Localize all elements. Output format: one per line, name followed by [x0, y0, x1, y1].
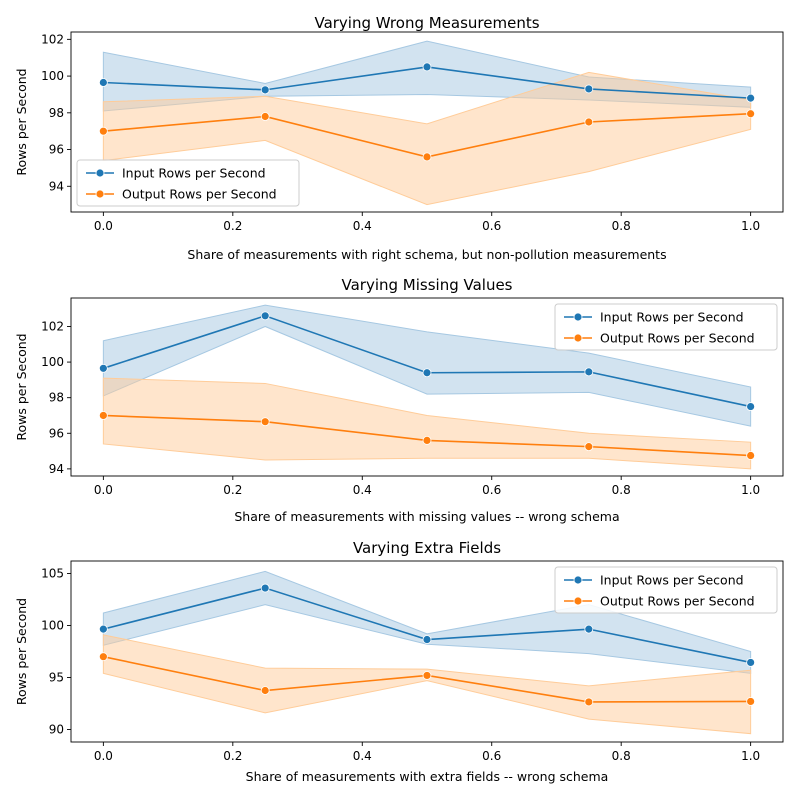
output-data-point	[746, 109, 756, 119]
input-data-point	[584, 367, 594, 377]
input-data-point	[260, 583, 270, 593]
chart-panel-1: 0.0 0.2 0.4 0.6 0.8 1.0 94 96 98 100 102 Varying Wr…	[14, 14, 784, 262]
legend-label: Output Rows per Second	[600, 594, 755, 609]
input-data-point	[422, 635, 432, 644]
legend-box	[554, 566, 778, 614]
x-tick-label: 0.8	[612, 749, 631, 763]
input-data-point	[260, 311, 270, 321]
x-tick-label: 0.4	[353, 749, 372, 763]
x-tick-label: 0.0	[94, 219, 113, 233]
legend-label: Input Rows per Second	[122, 166, 266, 181]
legend-box	[76, 159, 300, 207]
x-tick-label: 0.8	[612, 219, 631, 233]
legend-label: Input Rows per Second	[600, 310, 744, 325]
x-axis-label: Share of measurements with missing value…	[234, 509, 619, 524]
plot-frame	[70, 31, 784, 213]
x-tick-label: 1.0	[741, 483, 760, 497]
output-data-point	[584, 442, 594, 452]
input-data-point	[422, 368, 432, 378]
x-tick-label: 0.4	[353, 483, 372, 497]
output-data-point	[746, 451, 756, 460]
output-data-point	[98, 126, 108, 136]
x-tick-label: 0.0	[94, 483, 113, 497]
y-tick-label: 100	[41, 618, 64, 632]
y-tick-label: 94	[49, 179, 64, 193]
input-legend-marker	[573, 575, 583, 585]
output-data-point	[422, 435, 432, 445]
y-axis-label: Rows per Second	[14, 598, 29, 705]
input-legend-marker	[95, 168, 105, 178]
output-legend-marker	[95, 189, 105, 199]
y-tick-label: 102	[41, 32, 64, 46]
legend-label: Input Rows per Second	[600, 573, 744, 588]
output-confidence-band	[102, 634, 752, 735]
input-data-point	[746, 93, 756, 103]
chart-panel-3: 0.0 0.2 0.4 0.6 0.8 1.0 90 95 100 105 Varying Extr…	[14, 539, 784, 784]
legend-box	[554, 303, 778, 351]
input-data-point	[98, 624, 108, 634]
legend-label: Output Rows per Second	[122, 187, 277, 202]
x-axis-label: Share of measurements with extra fields …	[246, 769, 609, 784]
y-tick-label: 105	[41, 566, 64, 580]
x-tick-label: 0.2	[223, 483, 242, 497]
input-data-point	[260, 85, 270, 95]
legend-label: Output Rows per Second	[600, 331, 755, 346]
plot-frame	[70, 560, 784, 743]
x-tick-label: 0.8	[612, 483, 631, 497]
x-tick-label: 0.6	[482, 749, 501, 763]
legend: Input Rows per Second Output Rows per Sec…	[554, 566, 778, 614]
output-data-point	[98, 411, 108, 420]
chart-title: Varying Extra Fields	[353, 539, 501, 557]
y-tick-label: 95	[49, 671, 64, 685]
x-tick-label: 0.2	[223, 219, 242, 233]
input-legend-marker	[573, 312, 583, 322]
input-data-point	[98, 363, 108, 373]
output-data-point	[584, 697, 594, 707]
x-tick-label: 0.0	[94, 749, 113, 763]
x-tick-label: 1.0	[741, 749, 760, 763]
output-data-point	[260, 417, 270, 427]
legend: Input Rows per Second Output Rows per Sec…	[76, 159, 300, 207]
y-tick-label: 100	[41, 69, 64, 83]
chart-title: Varying Missing Values	[341, 276, 512, 294]
y-axis-label: Rows per Second	[14, 68, 29, 175]
output-legend-marker	[573, 596, 583, 606]
y-tick-label: 96	[49, 143, 64, 157]
output-legend-marker	[573, 333, 583, 343]
output-data-point	[260, 686, 270, 695]
y-axis-label: Rows per Second	[14, 333, 29, 440]
input-data-point	[746, 402, 756, 411]
output-data-point	[422, 671, 432, 680]
x-tick-label: 0.2	[223, 749, 242, 763]
y-tick-label: 102	[41, 319, 64, 333]
x-tick-label: 0.4	[353, 219, 372, 233]
y-tick-label: 98	[49, 391, 64, 405]
output-data-point	[260, 112, 270, 121]
chart-panel-2: 0.0 0.2 0.4 0.6 0.8 1.0 94 96 98 100 102 Varying Mi…	[14, 276, 784, 524]
y-tick-label: 98	[49, 106, 64, 120]
chart-title: Varying Wrong Measurements	[314, 14, 539, 32]
input-confidence-band	[102, 304, 752, 427]
output-data-point	[746, 697, 756, 706]
y-tick-label: 96	[49, 426, 64, 440]
y-tick-label: 94	[49, 462, 64, 476]
input-data-point	[422, 62, 432, 72]
x-tick-label: 0.6	[482, 219, 501, 233]
output-data-point	[422, 152, 432, 162]
output-data-point	[584, 117, 594, 127]
input-data-point	[584, 624, 594, 634]
output-data-point	[98, 652, 108, 662]
output-confidence-band	[102, 71, 752, 206]
x-tick-label: 1.0	[741, 219, 760, 233]
input-data-point	[98, 78, 108, 87]
plot-frame	[70, 297, 784, 477]
x-axis-label: Share of measurements with right schema,…	[187, 247, 666, 262]
legend: Input Rows per Second Output Rows per Sec…	[554, 303, 778, 351]
x-tick-label: 0.6	[482, 483, 501, 497]
input-data-point	[584, 84, 594, 94]
y-tick-label: 100	[41, 355, 64, 369]
y-tick-label: 90	[49, 723, 64, 737]
input-data-point	[746, 658, 756, 667]
